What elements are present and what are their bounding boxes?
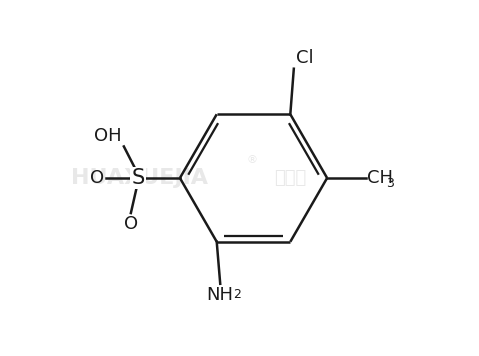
Text: Cl: Cl — [296, 49, 313, 67]
Text: OH: OH — [94, 127, 122, 145]
Text: CH: CH — [367, 169, 393, 187]
Text: O: O — [124, 215, 138, 233]
Text: NH: NH — [207, 286, 234, 304]
Text: 2: 2 — [234, 288, 241, 301]
Text: 3: 3 — [386, 177, 394, 190]
Text: S: S — [131, 168, 145, 188]
Text: 化学加: 化学加 — [274, 169, 307, 187]
Text: ®: ® — [247, 156, 258, 166]
Text: O: O — [91, 169, 104, 187]
Text: HUAXUEJIA: HUAXUEJIA — [71, 168, 208, 188]
